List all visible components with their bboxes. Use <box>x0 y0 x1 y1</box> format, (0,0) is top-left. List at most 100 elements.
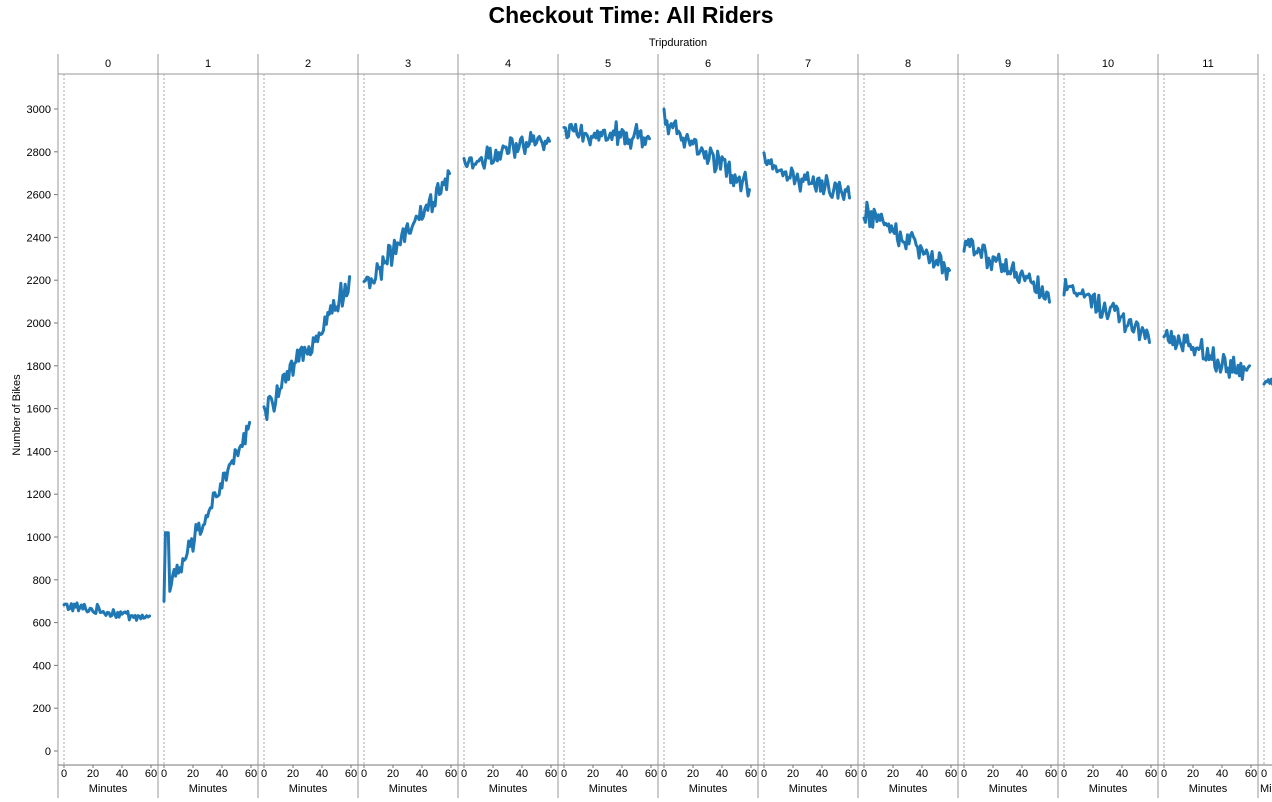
xtick-label: 0 <box>861 768 867 780</box>
xtick-label: 40 <box>216 768 228 780</box>
ytick-label: 3000 <box>27 104 51 116</box>
xtick-label: 0 <box>361 768 367 780</box>
xtick-label: 60 <box>945 768 957 780</box>
x-axis-title: Minutes <box>89 783 128 795</box>
xtick-label: 20 <box>987 768 999 780</box>
xtick-label: 60 <box>345 768 357 780</box>
panel-header-label: 9 <box>1005 58 1011 70</box>
panel-header-label: 1 <box>205 58 211 70</box>
y-axis-title: Number of Bikes <box>11 374 23 456</box>
ytick-label: 1600 <box>27 404 51 416</box>
panel-header-label: 7 <box>805 58 811 70</box>
panel-header-label: 3 <box>405 58 411 70</box>
panel-header-label: 8 <box>905 58 911 70</box>
xtick-label: 20 <box>187 768 199 780</box>
series-line-11 <box>1162 328 1251 381</box>
xtick-label: 60 <box>245 768 257 780</box>
panel-header-label: 0 <box>105 58 111 70</box>
xtick-label: 0 <box>461 768 467 780</box>
ytick-label: 2000 <box>27 318 51 330</box>
xtick-label: 60 <box>445 768 457 780</box>
x-axis-title: Minutes <box>689 783 728 795</box>
ytick-label: 2400 <box>27 232 51 244</box>
series-line-partial <box>1262 377 1272 386</box>
xtick-label: 0 <box>1261 768 1267 780</box>
x-axis-title: Minutes <box>489 783 528 795</box>
xtick-label: 60 <box>1045 768 1057 780</box>
xtick-label: 20 <box>587 768 599 780</box>
xtick-label: 0 <box>61 768 67 780</box>
series-line-6 <box>662 107 751 198</box>
ytick-label: 2200 <box>27 275 51 287</box>
ytick-label: 1400 <box>27 446 51 458</box>
ytick-label: 1000 <box>27 532 51 544</box>
series-line-0 <box>62 601 152 622</box>
xtick-label: 40 <box>416 768 428 780</box>
xtick-label: 20 <box>1087 768 1099 780</box>
series-line-7 <box>762 151 851 201</box>
x-axis-title: Minutes <box>789 783 828 795</box>
xtick-label: 40 <box>1016 768 1028 780</box>
panel-header-label: 10 <box>1102 58 1114 70</box>
panel-header-label: 5 <box>605 58 611 70</box>
xtick-label: 20 <box>1187 768 1199 780</box>
ytick-label: 600 <box>33 618 51 630</box>
xtick-label: 20 <box>687 768 699 780</box>
xtick-label: 60 <box>545 768 557 780</box>
xtick-label: 40 <box>816 768 828 780</box>
xtick-label: 60 <box>145 768 157 780</box>
ytick-label: 2800 <box>27 147 51 159</box>
ytick-label: 400 <box>33 660 51 672</box>
series-line-10 <box>1062 277 1151 344</box>
series-line-2 <box>262 275 352 421</box>
xtick-label: 0 <box>1061 768 1067 780</box>
x-axis-title: Minutes <box>1189 783 1228 795</box>
xtick-label: 60 <box>845 768 857 780</box>
xtick-label: 0 <box>561 768 567 780</box>
xtick-label: 20 <box>487 768 499 780</box>
chart-frame <box>54 54 1272 798</box>
series-line-3 <box>362 169 452 290</box>
series-line-4 <box>462 130 551 170</box>
x-axis-title: Minutes <box>889 783 928 795</box>
panel-header-label: 4 <box>505 58 511 70</box>
x-axis-title: Minutes <box>589 783 628 795</box>
series-line-9 <box>962 237 1051 304</box>
xtick-label: 60 <box>745 768 757 780</box>
panel-header-label: 11 <box>1202 58 1213 70</box>
chart-labels: 0200400600800100012001400160018002000220… <box>11 58 1272 795</box>
xtick-label: 20 <box>87 768 99 780</box>
xtick-label: 0 <box>1161 768 1167 780</box>
ytick-label: 2600 <box>27 190 51 202</box>
x-axis-title: Minutes <box>1260 783 1272 795</box>
chart-title: Checkout Time: All Riders <box>488 2 774 28</box>
xtick-label: 0 <box>761 768 767 780</box>
xtick-label: 40 <box>316 768 328 780</box>
xtick-label: 20 <box>887 768 899 780</box>
ytick-label: 200 <box>33 703 51 715</box>
xtick-label: 20 <box>387 768 399 780</box>
xtick-label: 40 <box>716 768 728 780</box>
xtick-label: 60 <box>1245 768 1257 780</box>
ytick-label: 800 <box>33 575 51 587</box>
xtick-label: 0 <box>961 768 967 780</box>
series-lines <box>62 107 1272 622</box>
x-axis-title: Minutes <box>1089 783 1128 795</box>
xtick-label: 0 <box>661 768 667 780</box>
xtick-label: 60 <box>1145 768 1157 780</box>
xtick-label: 20 <box>787 768 799 780</box>
ytick-label: 1800 <box>27 361 51 373</box>
xtick-label: 40 <box>1116 768 1128 780</box>
series-line-8 <box>862 200 951 281</box>
xtick-label: 40 <box>516 768 528 780</box>
xtick-label: 0 <box>261 768 267 780</box>
panel-header-label: 6 <box>705 58 711 70</box>
xtick-label: 20 <box>287 768 299 780</box>
x-axis-title: Minutes <box>189 783 228 795</box>
x-axis-title: Minutes <box>289 783 328 795</box>
panel-header-label: 2 <box>305 58 311 70</box>
ytick-label: 0 <box>45 746 51 758</box>
x-axis-title: Minutes <box>989 783 1028 795</box>
series-line-1 <box>162 420 252 603</box>
